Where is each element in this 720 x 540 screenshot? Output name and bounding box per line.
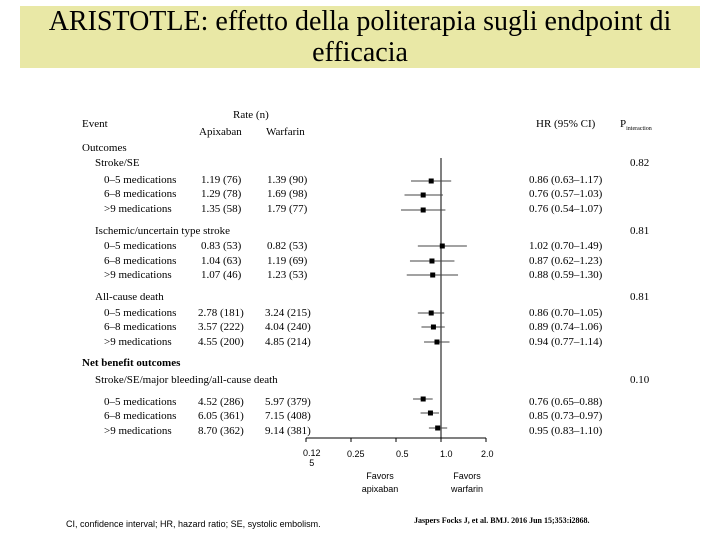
p-subscript: interaction xyxy=(626,126,652,133)
hr-ci-text: 0.76 (0.57–1.03) xyxy=(529,188,603,200)
warfarin-rate: 1.23 (53) xyxy=(267,269,308,281)
hr-point xyxy=(420,396,426,402)
row-label: >9 medications xyxy=(104,425,172,437)
apixaban-rate: 1.19 (76) xyxy=(201,174,242,186)
group-name: Stroke/SE/major bleeding/all-cause death xyxy=(95,374,278,386)
apixaban-rate: 1.29 (78) xyxy=(201,188,242,200)
hr-point xyxy=(430,272,436,278)
warfarin-rate: 1.79 (77) xyxy=(267,203,308,215)
warfarin-rate: 1.19 (69) xyxy=(267,255,308,267)
hr-ci-text: 0.95 (0.83–1.10) xyxy=(529,425,603,437)
favors-warfarin-label: Favors warfarin xyxy=(450,471,483,494)
row-label: >9 medications xyxy=(104,336,172,348)
p-value: 0.81 xyxy=(630,225,650,237)
hr-ci-text: 0.85 (0.73–0.97) xyxy=(529,410,603,422)
hr-ci-text: 0.88 (0.59–1.30) xyxy=(529,269,603,281)
warfarin-rate: 3.24 (215) xyxy=(265,307,311,319)
hr-ci-text: 0.86 (0.70–1.05) xyxy=(529,307,603,319)
hr-point xyxy=(430,324,436,330)
hr-point xyxy=(429,258,435,264)
outcomes-section-title: Outcomes xyxy=(82,142,127,154)
p-letter: P xyxy=(620,118,627,130)
warfarin-rate: 1.39 (90) xyxy=(267,174,308,186)
group-name: Stroke/SE xyxy=(95,157,140,169)
apixaban-rate: 1.07 (46) xyxy=(201,269,242,281)
row-label: >9 medications xyxy=(104,203,172,215)
apixaban-rate: 6.05 (361) xyxy=(198,410,244,422)
row-label: 0–5 medications xyxy=(104,240,177,252)
row-label: 6–8 medications xyxy=(104,188,177,200)
row-label: 0–5 medications xyxy=(104,174,177,186)
slide-title: ARISTOTLE: effetto della politerapia sug… xyxy=(20,6,700,68)
group-name: All-cause death xyxy=(95,291,164,303)
warfarin-rate: 0.82 (53) xyxy=(267,240,308,252)
event-header: Event xyxy=(82,118,108,130)
rate-header: Rate (n) xyxy=(233,109,269,121)
warfarin-rate: 4.85 (214) xyxy=(265,336,311,348)
hr-point xyxy=(427,410,433,416)
row-label: 0–5 medications xyxy=(104,307,177,319)
row-label: >9 medications xyxy=(104,269,172,281)
p-interaction-header: Pinteraction xyxy=(620,118,652,136)
warfarin-rate: 5.97 (379) xyxy=(265,396,311,408)
row-label: 6–8 medications xyxy=(104,410,177,422)
hr-point xyxy=(428,178,434,184)
hr-point xyxy=(420,207,426,213)
hr-ci-text: 0.89 (0.74–1.06) xyxy=(529,321,603,333)
warfarin-rate: 4.04 (240) xyxy=(265,321,311,333)
hr-point xyxy=(420,192,426,198)
hr-ci-text: 0.94 (0.77–1.14) xyxy=(529,336,603,348)
net-benefit-section-title: Net benefit outcomes xyxy=(82,357,181,369)
p-value: 0.82 xyxy=(630,157,650,169)
warfarin-rate: 7.15 (408) xyxy=(265,410,311,422)
apixaban-rate: 1.04 (63) xyxy=(201,255,242,267)
hr-ci-text: 0.76 (0.54–1.07) xyxy=(529,203,603,215)
apixaban-rate: 4.52 (286) xyxy=(198,396,244,408)
hr-point xyxy=(434,339,440,345)
apixaban-rate: 0.83 (53) xyxy=(201,240,242,252)
tick-label: 0.5 xyxy=(396,449,409,459)
hr-ci-text: 0.76 (0.65–0.88) xyxy=(529,396,603,408)
apixaban-header: Apixaban xyxy=(199,126,242,138)
p-value: 0.81 xyxy=(630,291,650,303)
group-name: Ischemic/uncertain type stroke xyxy=(95,225,231,237)
hr-header: HR (95% CI) xyxy=(536,118,596,130)
hr-point xyxy=(439,243,445,249)
warfarin-header: Warfarin xyxy=(266,126,305,138)
warfarin-rate: 1.69 (98) xyxy=(267,188,308,200)
row-label: 6–8 medications xyxy=(104,321,177,333)
tick-label: 2.0 xyxy=(481,449,494,459)
apixaban-rate: 4.55 (200) xyxy=(198,336,244,348)
hr-ci-text: 0.87 (0.62–1.23) xyxy=(529,255,603,267)
apixaban-rate: 1.35 (58) xyxy=(201,203,242,215)
apixaban-rate: 8.70 (362) xyxy=(198,425,244,437)
row-label: 0–5 medications xyxy=(104,396,177,408)
citation: Jaspers Focks J, et al. BMJ. 2016 Jun 15… xyxy=(414,516,590,525)
favors-apixaban-label: Favors apixaban xyxy=(361,471,399,494)
hr-ci-text: 1.02 (0.70–1.49) xyxy=(529,240,603,252)
tick-label: 0.12 5 xyxy=(303,448,321,468)
warfarin-rate: 9.14 (381) xyxy=(265,425,311,437)
hr-point xyxy=(428,310,434,316)
apixaban-rate: 2.78 (181) xyxy=(198,307,244,319)
hr-point xyxy=(435,425,441,431)
row-label: 6–8 medications xyxy=(104,255,177,267)
tick-label: 0.25 xyxy=(347,449,365,459)
footnote: CI, confidence interval; HR, hazard rati… xyxy=(66,519,321,529)
apixaban-rate: 3.57 (222) xyxy=(198,321,244,333)
tick-label: 1.0 xyxy=(440,449,453,459)
hr-ci-text: 0.86 (0.63–1.17) xyxy=(529,174,603,186)
p-value: 0.10 xyxy=(630,374,650,386)
